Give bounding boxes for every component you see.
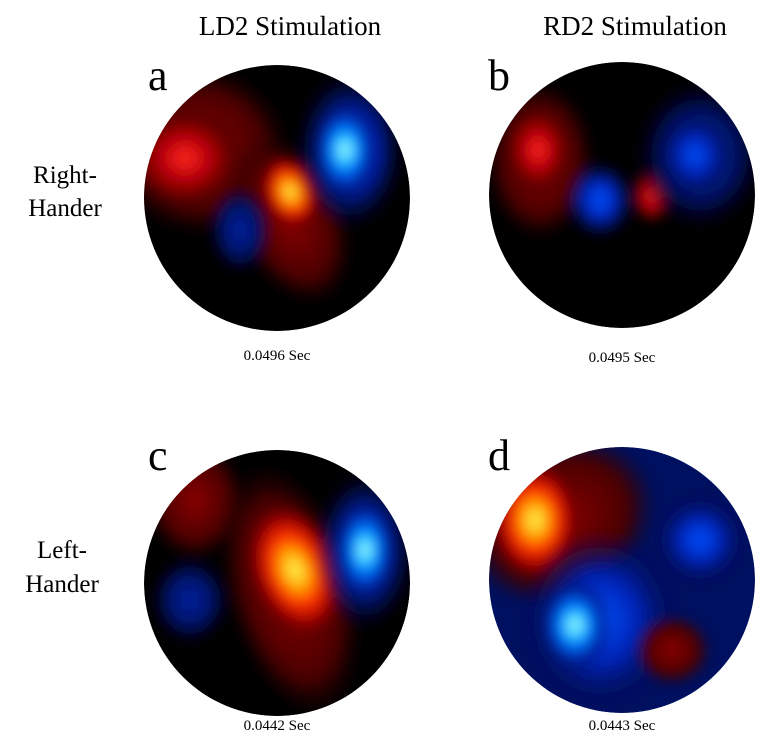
- row-label: Hander: [25, 571, 99, 598]
- row-label: Left-: [37, 537, 87, 564]
- topo-map: [144, 450, 410, 716]
- column-header: RD2 Stimulation: [543, 11, 727, 41]
- time-caption: 0.0496 Sec: [244, 348, 311, 364]
- panel-letter: b: [488, 51, 510, 100]
- row-label: Right-: [33, 162, 97, 189]
- topo-map: [144, 65, 410, 331]
- time-caption: 0.0443 Sec: [589, 718, 656, 734]
- column-header: LD2 Stimulation: [199, 11, 382, 41]
- topo-map: [489, 447, 755, 713]
- topo-map: [489, 62, 755, 328]
- panel-letter: c: [148, 431, 168, 480]
- panel-letter: d: [488, 431, 510, 480]
- row-label: Hander: [28, 195, 102, 222]
- time-caption: 0.0495 Sec: [589, 350, 656, 366]
- panel-letter: a: [148, 51, 168, 100]
- time-caption: 0.0442 Sec: [244, 718, 311, 734]
